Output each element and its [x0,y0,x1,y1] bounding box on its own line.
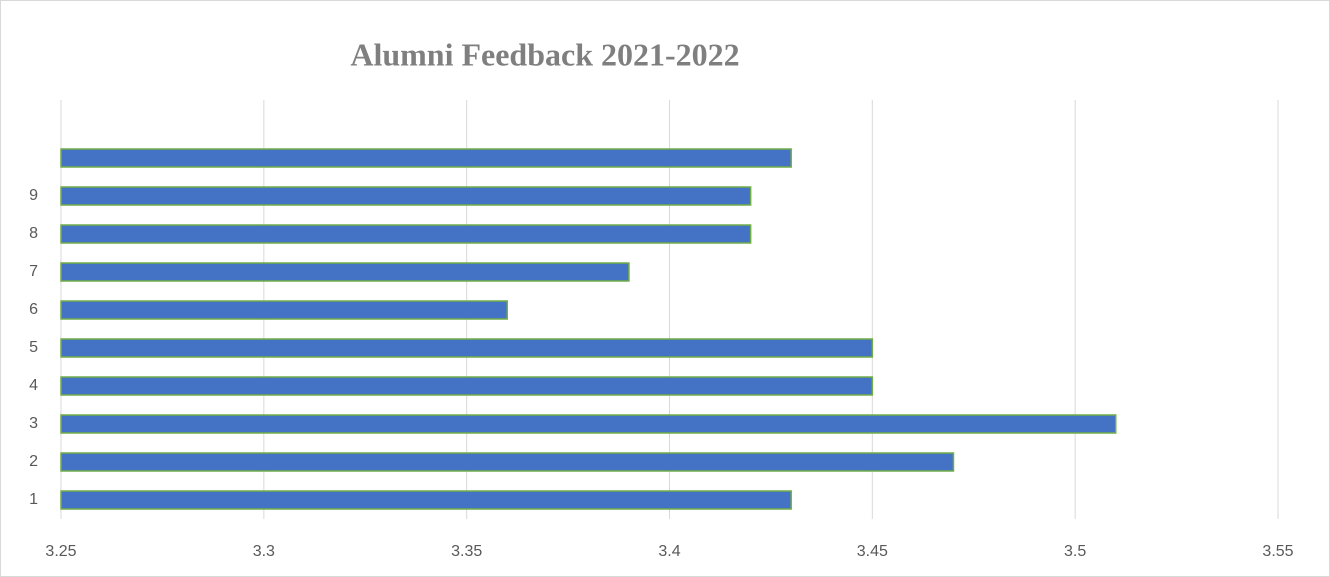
bar [60,414,1117,434]
bar [60,186,752,206]
x-tick-label: 3.35 [451,543,482,560]
chart-title: Alumni Feedback 2021-2022 [350,36,739,72]
y-tick-label: 9 [29,187,38,204]
bar [60,224,752,244]
bar [60,300,508,320]
y-tick-label: 5 [29,339,38,356]
y-tick-label: 2 [29,453,38,470]
x-tick-label: 3.5 [1064,543,1086,560]
x-tick-label: 3.3 [253,543,275,560]
x-tick-label: 3.4 [658,543,680,560]
y-tick-label: 8 [29,225,38,242]
y-tick-label: 6 [29,301,38,318]
y-tick-label: 3 [29,415,38,432]
x-tick-label: 3.55 [1262,543,1293,560]
bar [60,148,792,168]
x-tick-label: 3.45 [857,543,888,560]
y-tick-label: 4 [29,377,38,394]
bar [60,452,955,472]
bar [60,338,874,358]
x-tick-label: 3.25 [45,543,76,560]
bar [60,262,630,282]
bar [60,490,792,510]
bar [60,376,874,396]
y-tick-label: 7 [29,263,38,280]
y-tick-label: 1 [29,491,38,508]
